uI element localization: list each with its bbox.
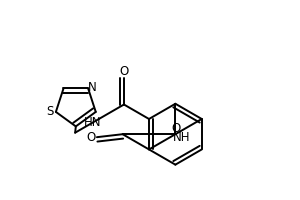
Text: O: O [119, 65, 129, 78]
Text: NH: NH [173, 131, 191, 144]
Text: S: S [47, 105, 54, 118]
Text: O: O [172, 122, 181, 135]
Text: HN: HN [84, 116, 101, 129]
Text: O: O [86, 131, 95, 144]
Text: N: N [88, 81, 97, 94]
